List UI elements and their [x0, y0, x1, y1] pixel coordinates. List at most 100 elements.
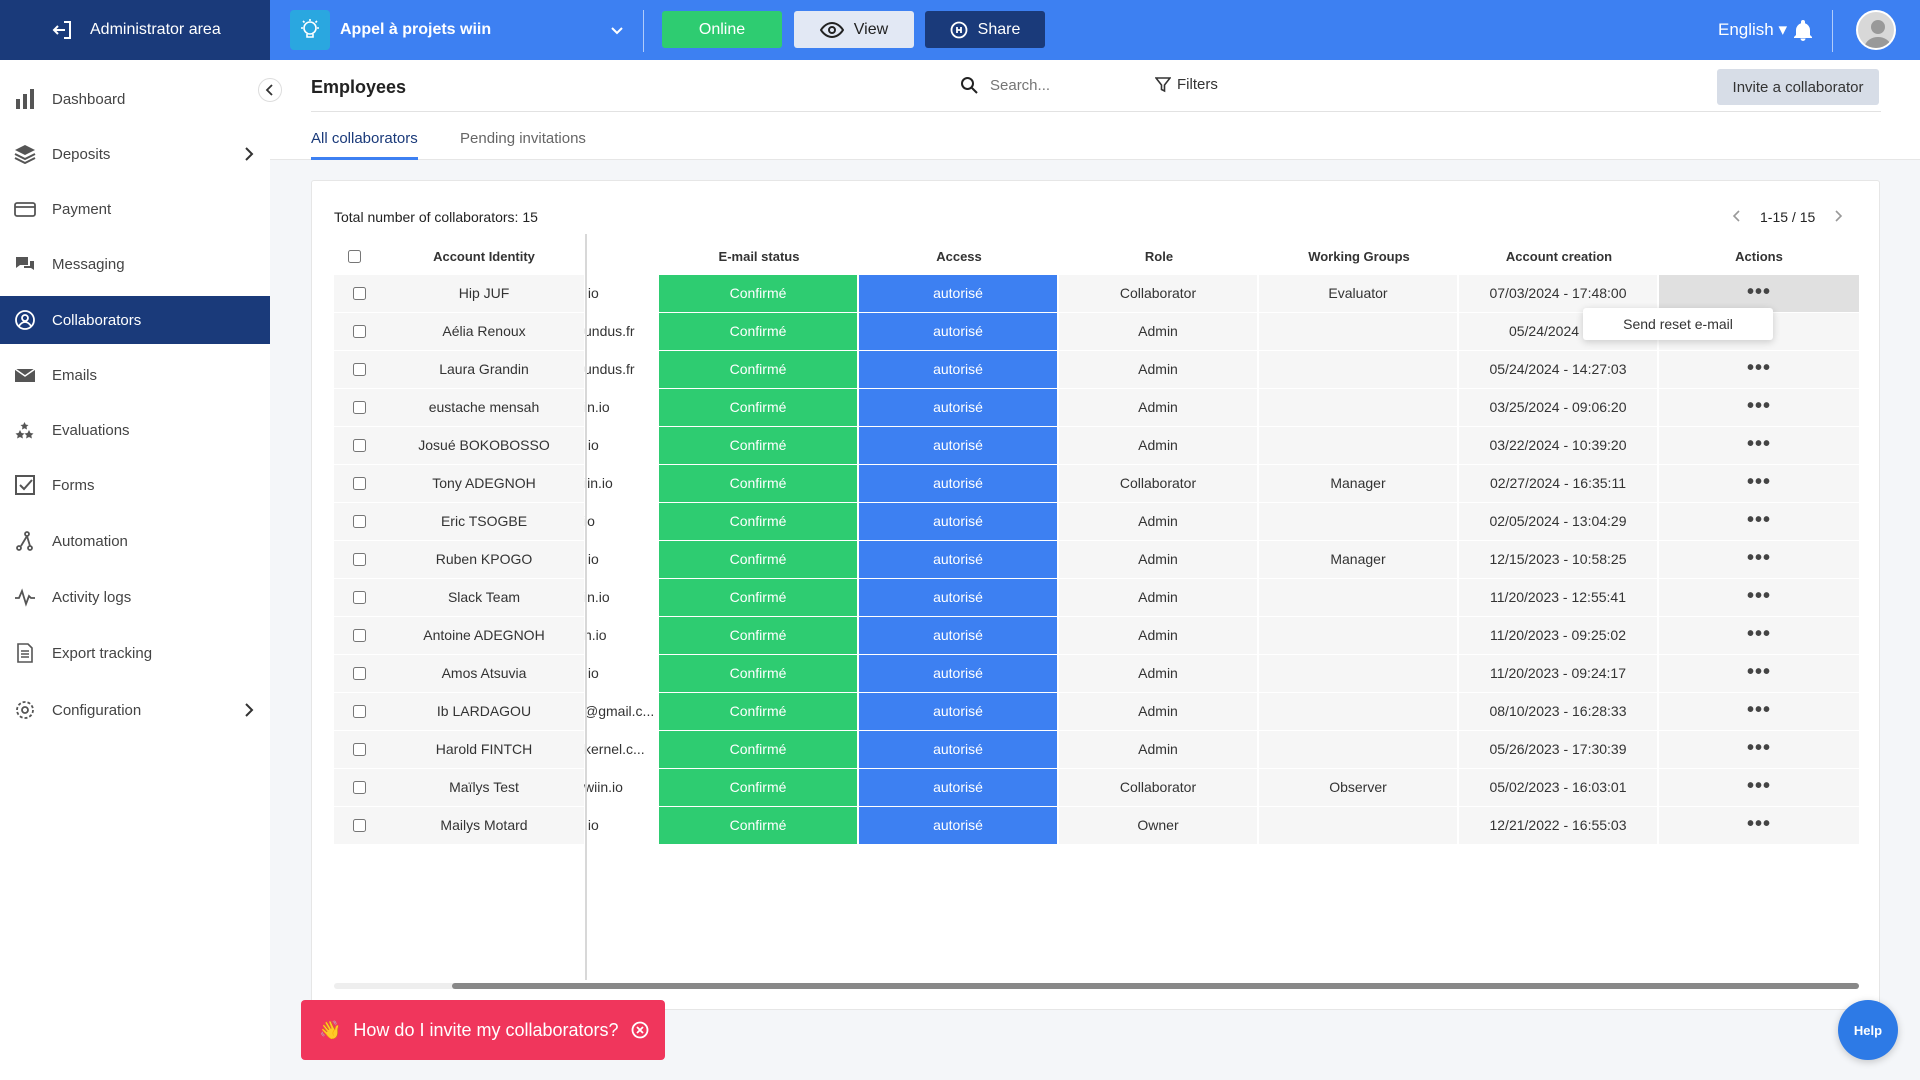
table-row: Mailys Motard .io Confirmé autorisé Owner 12/… [334, 807, 1859, 845]
column-header-email-status[interactable]: E-mail status [718, 249, 800, 264]
sidebar-item-emails[interactable]: Emails [0, 351, 270, 399]
sidebar-item-collaborators[interactable]: Collaborators [0, 296, 270, 344]
column-header-access[interactable]: Access [936, 249, 982, 264]
sidebar-item-payment[interactable]: Payment [0, 185, 270, 233]
sidebar-item-evaluations[interactable]: Evaluations [0, 406, 270, 454]
row-checkbox[interactable] [352, 515, 366, 528]
row-checkbox[interactable] [352, 325, 366, 338]
cell-role: Collaborator [1059, 769, 1257, 806]
column-header-account-creation[interactable]: Account creation [1505, 249, 1613, 264]
sidebar-item-automation[interactable]: Automation [0, 517, 270, 565]
bell-icon[interactable] [1793, 20, 1813, 42]
tab-all-collaborators[interactable]: All collaborators [311, 130, 418, 160]
column-header-working-groups[interactable]: Working Groups [1308, 249, 1410, 264]
actions-cell: ••• [1659, 389, 1859, 426]
user-avatar-icon [1863, 20, 1893, 48]
page-title: Employees [311, 77, 407, 97]
chat-icon [16, 257, 34, 270]
row-checkbox[interactable] [352, 667, 366, 680]
sidebar-item-deposits[interactable]: Deposits [0, 130, 270, 178]
more-actions-icon[interactable]: ••• [1746, 357, 1771, 379]
column-header-role[interactable]: Role [1144, 249, 1174, 264]
more-actions-icon[interactable]: ••• [1746, 471, 1771, 493]
invite-collaborator-button[interactable]: Invite a collaborator [1717, 69, 1879, 105]
share-button[interactable]: Share [925, 11, 1045, 48]
cell-email: .io [584, 807, 657, 844]
row-checkbox[interactable] [352, 363, 366, 376]
help-button[interactable]: Help [1838, 1000, 1898, 1060]
row-checkbox-cell [334, 427, 384, 464]
more-actions-icon[interactable]: ••• [1746, 661, 1771, 683]
online-button[interactable]: Online [662, 11, 782, 48]
table-row: Laura Grandin undus.fr Confirmé autorisé Adm… [334, 351, 1859, 389]
send-reset-email-menu-item[interactable]: Send reset e-mail [1583, 308, 1773, 340]
more-actions-icon[interactable]: ••• [1746, 585, 1771, 607]
row-checkbox[interactable] [352, 705, 366, 718]
sidebar-item-messaging[interactable]: Messaging [0, 240, 270, 288]
tab-pending-invitations[interactable]: Pending invitations [460, 130, 586, 147]
table-row: Ib LARDAGOU @gmail.c... Confirmé autorisé Ad… [334, 693, 1859, 731]
row-checkbox[interactable] [352, 477, 366, 490]
avatar[interactable] [1856, 10, 1896, 50]
search-box[interactable] [960, 76, 1130, 94]
email-status-badge: Confirmé [659, 769, 857, 806]
more-actions-icon[interactable]: ••• [1746, 395, 1771, 417]
row-checkbox-cell [334, 617, 384, 654]
sidebar-item-forms[interactable]: Forms [0, 461, 270, 509]
row-checkbox[interactable] [352, 743, 366, 756]
sidebar-item-dashboard[interactable]: Dashboard [0, 75, 270, 123]
access-badge: autorisé [859, 579, 1057, 616]
chevron-right-icon [1835, 210, 1843, 222]
view-button[interactable]: View [794, 11, 914, 48]
prev-page-button[interactable] [1732, 209, 1742, 225]
project-select[interactable]: Appel à projets wiin [290, 10, 635, 50]
actions-cell: ••• [1659, 351, 1859, 388]
envelope-icon [14, 368, 36, 382]
more-actions-icon[interactable]: ••• [1746, 699, 1771, 721]
more-actions-icon[interactable]: ••• [1746, 509, 1771, 531]
table-row: Tony ADEGNOH iin.io Confirmé autorisé Collab… [334, 465, 1859, 503]
row-checkbox-cell [334, 541, 384, 578]
row-checkbox[interactable] [352, 401, 366, 414]
column-header-account-identity[interactable]: Account Identity [433, 249, 535, 264]
scrollbar-thumb[interactable] [452, 983, 1859, 989]
row-checkbox[interactable] [352, 819, 366, 832]
row-checkbox-cell [334, 769, 384, 806]
row-checkbox[interactable] [352, 439, 366, 452]
access-badge: autorisé [859, 389, 1057, 426]
cell-account-creation: 11/20/2023 - 09:25:02 [1459, 617, 1657, 654]
sidebar-item-activity-logs[interactable]: Activity logs [0, 573, 270, 621]
more-actions-icon[interactable]: ••• [1746, 547, 1771, 569]
sidebar: Dashboard Deposits Payment Messaging Col… [0, 60, 270, 1080]
language-select[interactable]: English ▾ [1718, 20, 1788, 39]
row-checkbox[interactable] [352, 287, 366, 300]
search-input[interactable] [990, 76, 1130, 94]
more-actions-icon[interactable]: ••• [1746, 433, 1771, 455]
administrator-area-link[interactable]: Administrator area [0, 0, 270, 60]
more-actions-icon[interactable]: ••• [1746, 281, 1771, 303]
sidebar-item-configuration[interactable]: Configuration [0, 686, 270, 734]
more-actions-icon[interactable]: ••• [1746, 813, 1771, 835]
sidebar-item-export-tracking[interactable]: Export tracking [0, 629, 270, 677]
cell-working-group [1259, 427, 1457, 464]
next-page-button[interactable] [1833, 209, 1843, 225]
select-all-checkbox[interactable] [348, 250, 361, 263]
filters-button[interactable]: Filters [1155, 76, 1218, 93]
horizontal-scrollbar[interactable] [334, 983, 1859, 989]
cell-account-creation: 12/15/2023 - 10:58:25 [1459, 541, 1657, 578]
row-checkbox[interactable] [352, 629, 366, 642]
cell-working-group [1259, 579, 1457, 616]
row-checkbox[interactable] [352, 553, 366, 566]
cell-email: in.io [584, 389, 657, 426]
collapse-sidebar-button[interactable] [258, 78, 282, 102]
row-checkbox[interactable] [352, 591, 366, 604]
close-circle-icon[interactable] [631, 1021, 649, 1039]
more-actions-icon[interactable]: ••• [1746, 775, 1771, 797]
more-actions-icon[interactable]: ••• [1746, 623, 1771, 645]
invite-help-banner[interactable]: 👋 How do I invite my collaborators? [301, 1000, 665, 1060]
cell-role: Admin [1059, 579, 1257, 616]
more-actions-icon[interactable]: ••• [1746, 737, 1771, 759]
row-checkbox[interactable] [352, 781, 366, 794]
access-badge: autorisé [859, 731, 1057, 768]
waving-hand-icon: 👋 [319, 1019, 342, 1040]
